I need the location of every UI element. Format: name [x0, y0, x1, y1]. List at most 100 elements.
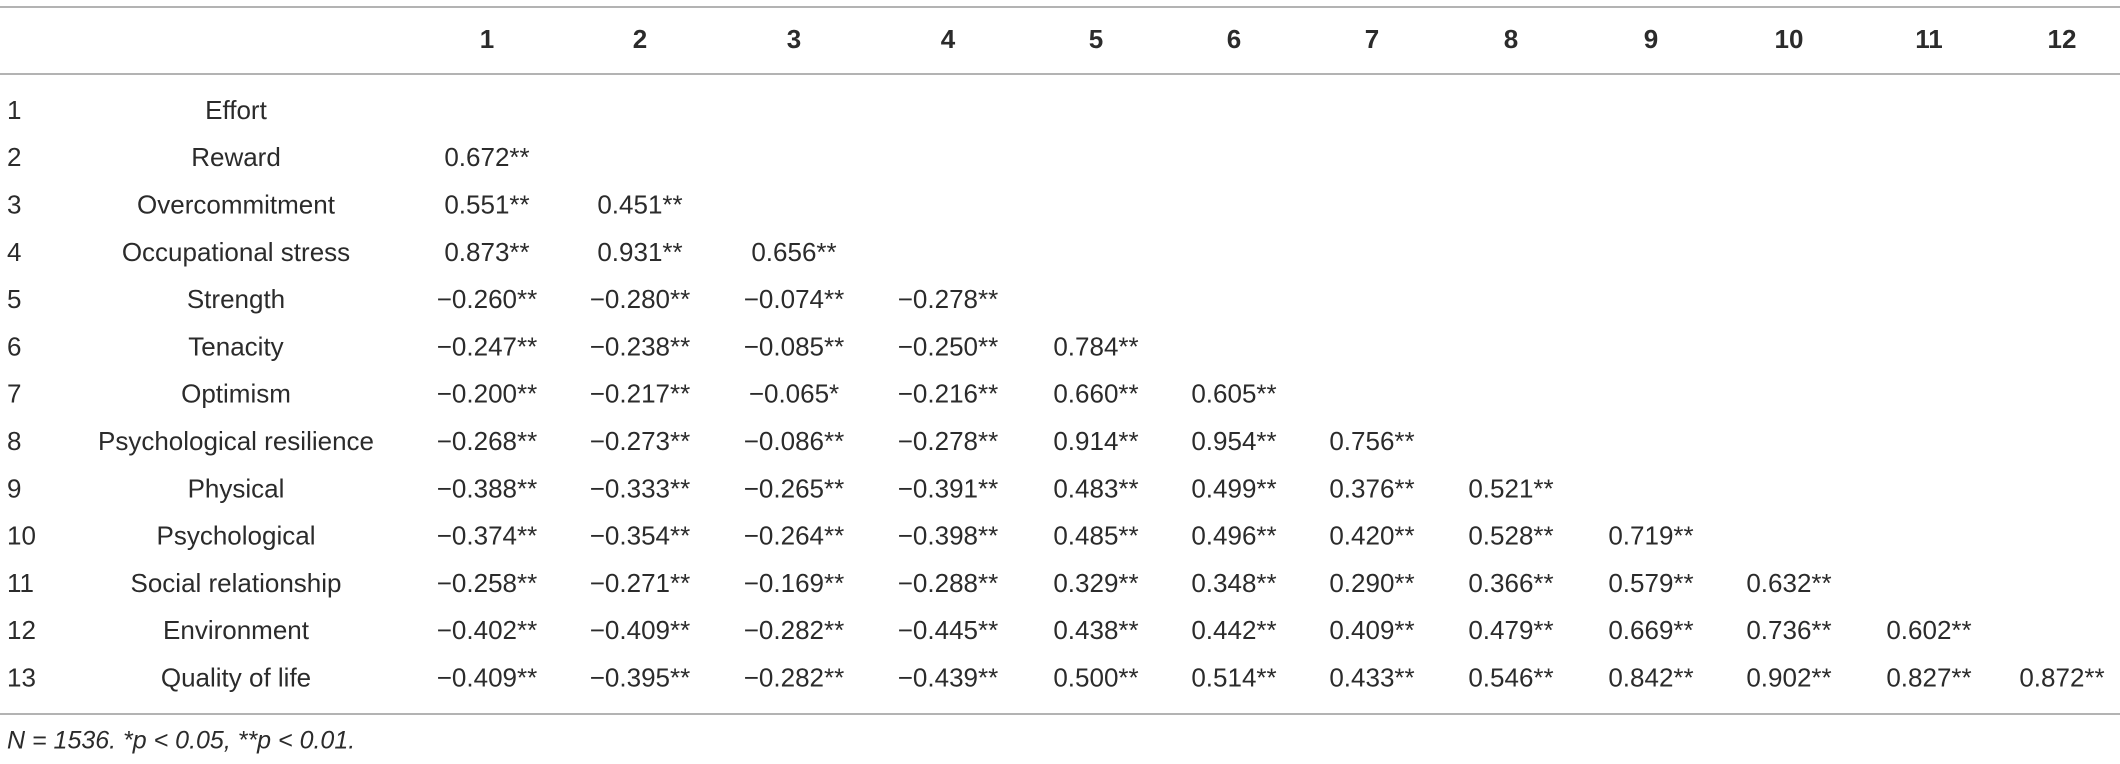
row-index: 2 — [7, 142, 21, 172]
cell: 0.672** — [444, 142, 529, 172]
cell: 0.660** — [1053, 379, 1138, 409]
row-label: Overcommitment — [137, 189, 336, 219]
row-label: Quality of life — [161, 662, 311, 692]
column-header: 10 — [1775, 24, 1804, 54]
cell: 0.902** — [1746, 662, 1831, 692]
cell: −0.065* — [749, 379, 839, 409]
row-index: 10 — [7, 521, 36, 551]
cell: −0.238** — [590, 331, 690, 361]
cell: −0.398** — [898, 521, 998, 551]
cell: 0.433** — [1329, 662, 1414, 692]
cell: 0.438** — [1053, 615, 1138, 645]
cell: −0.280** — [590, 284, 690, 314]
cell: −0.388** — [437, 473, 537, 503]
column-header: 12 — [2048, 24, 2077, 54]
cell: 0.376** — [1329, 473, 1414, 503]
column-header: 1 — [480, 24, 494, 54]
row-index: 12 — [7, 615, 36, 645]
cell: −0.264** — [744, 521, 844, 551]
cell: 0.756** — [1329, 426, 1414, 456]
cell: −0.074** — [744, 284, 844, 314]
cell: −0.374** — [437, 521, 537, 551]
row-label: Psychological resilience — [98, 426, 374, 456]
cell: −0.439** — [898, 662, 998, 692]
cell: −0.282** — [744, 615, 844, 645]
row-index: 3 — [7, 189, 21, 219]
cell: 0.842** — [1608, 662, 1693, 692]
row-label: Effort — [205, 95, 267, 125]
cell: 0.931** — [597, 237, 682, 267]
cell: −0.409** — [590, 615, 690, 645]
row-label: Strength — [187, 284, 285, 314]
cell: −0.278** — [898, 426, 998, 456]
column-header: 11 — [1915, 24, 1943, 54]
cell: 0.669** — [1608, 615, 1693, 645]
cell: −0.271** — [590, 568, 690, 598]
row-label: Tenacity — [188, 331, 283, 361]
cell: 0.479** — [1468, 615, 1553, 645]
cell: −0.409** — [437, 662, 537, 692]
row-index: 5 — [7, 284, 21, 314]
column-header: 9 — [1644, 24, 1658, 54]
cell: 0.736** — [1746, 615, 1831, 645]
cell: 0.500** — [1053, 662, 1138, 692]
row-label: Social relationship — [130, 568, 341, 598]
cell: 0.602** — [1886, 615, 1971, 645]
column-header: 5 — [1089, 24, 1103, 54]
cell: 0.914** — [1053, 426, 1138, 456]
cell: −0.250** — [898, 331, 998, 361]
row-index: 8 — [7, 426, 21, 456]
cell: −0.258** — [437, 568, 537, 598]
cell: −0.278** — [898, 284, 998, 314]
cell: −0.217** — [590, 379, 690, 409]
column-header: 4 — [941, 24, 956, 54]
cell: −0.085** — [744, 331, 844, 361]
cell: 0.656** — [751, 237, 836, 267]
column-header: 3 — [787, 24, 801, 54]
cell: 0.784** — [1053, 331, 1138, 361]
cell: 0.719** — [1608, 521, 1693, 551]
cell: 0.827** — [1886, 662, 1971, 692]
cell: −0.169** — [744, 568, 844, 598]
cell: −0.445** — [898, 615, 998, 645]
row-label: Environment — [163, 615, 310, 645]
column-header: 6 — [1227, 24, 1241, 54]
cell: 0.485** — [1053, 521, 1138, 551]
row-index: 4 — [7, 237, 21, 267]
cell: −0.395** — [590, 662, 690, 692]
row-label: Occupational stress — [122, 237, 350, 267]
cell: 0.329** — [1053, 568, 1138, 598]
cell: 0.954** — [1191, 426, 1276, 456]
cell: 0.546** — [1468, 662, 1553, 692]
column-header: 2 — [633, 24, 647, 54]
column-header: 7 — [1365, 24, 1379, 54]
cell: 0.872** — [2019, 662, 2104, 692]
cell: 0.514** — [1191, 662, 1276, 692]
cell: −0.260** — [437, 284, 537, 314]
column-header: 8 — [1504, 24, 1518, 54]
cell: −0.354** — [590, 521, 690, 551]
cell: −0.247** — [437, 331, 537, 361]
row-index: 11 — [7, 568, 34, 598]
cell: 0.451** — [597, 189, 682, 219]
cell: −0.288** — [898, 568, 998, 598]
cell: 0.496** — [1191, 521, 1276, 551]
cell: −0.333** — [590, 473, 690, 503]
cell: 0.551** — [444, 189, 529, 219]
row-index: 7 — [7, 379, 21, 409]
row-label: Psychological — [157, 521, 316, 551]
cell: 0.605** — [1191, 379, 1276, 409]
cell: −0.216** — [898, 379, 998, 409]
cell: −0.265** — [744, 473, 844, 503]
cell: −0.200** — [437, 379, 537, 409]
cell: 0.873** — [444, 237, 529, 267]
cell: 0.632** — [1746, 568, 1831, 598]
cell: 0.442** — [1191, 615, 1276, 645]
row-index: 1 — [7, 95, 21, 125]
cell: 0.499** — [1191, 473, 1276, 503]
cell: −0.282** — [744, 662, 844, 692]
cell: −0.086** — [744, 426, 844, 456]
row-index: 6 — [7, 331, 21, 361]
cell: 0.348** — [1191, 568, 1276, 598]
